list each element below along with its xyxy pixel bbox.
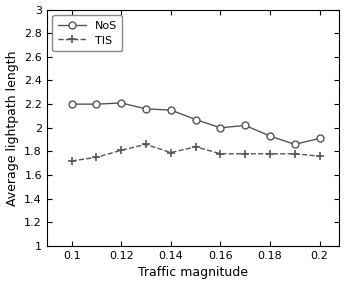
TIS xyxy=(95,156,99,159)
TIS xyxy=(243,152,247,156)
NoS xyxy=(317,137,322,140)
NoS xyxy=(268,134,272,138)
TIS xyxy=(268,152,272,156)
X-axis label: Traffic magnitude: Traffic magnitude xyxy=(138,266,248,280)
NoS xyxy=(169,108,173,112)
NoS xyxy=(243,124,247,127)
TIS xyxy=(293,152,297,156)
TIS xyxy=(70,159,74,163)
TIS xyxy=(194,145,198,148)
NoS xyxy=(144,107,148,111)
Legend: NoS, TIS: NoS, TIS xyxy=(52,15,122,51)
NoS xyxy=(293,142,297,146)
NoS xyxy=(95,102,99,106)
TIS xyxy=(169,151,173,154)
TIS xyxy=(218,152,223,156)
NoS xyxy=(194,118,198,121)
Line: NoS: NoS xyxy=(68,99,323,148)
NoS xyxy=(70,102,74,106)
NoS xyxy=(119,101,123,105)
Y-axis label: Average lightpath length: Average lightpath length xyxy=(6,50,19,205)
TIS xyxy=(119,148,123,152)
Line: TIS: TIS xyxy=(68,140,324,165)
TIS xyxy=(144,142,148,146)
TIS xyxy=(317,154,322,158)
NoS xyxy=(218,126,223,129)
